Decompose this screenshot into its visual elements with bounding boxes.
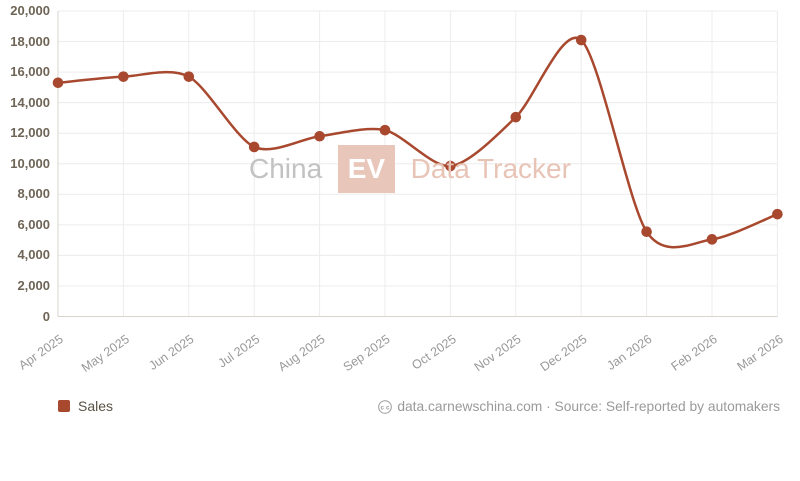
svg-text:c: c [386, 405, 390, 411]
svg-text:c: c [381, 405, 385, 411]
